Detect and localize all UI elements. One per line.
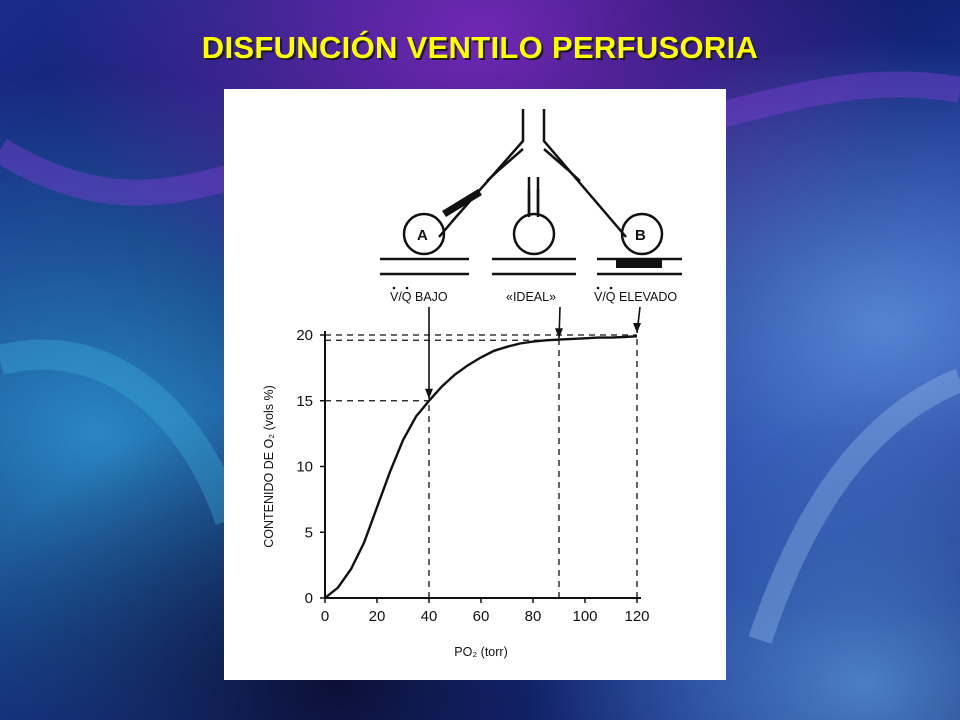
pointer-arrow-head bbox=[555, 328, 563, 339]
o2-dissociation-chart: 0 20 40 60 80 100 120 0 5 10 15 20 PO₂ (torr) CONTENI… bbox=[262, 306, 650, 659]
x-tick-label: 100 bbox=[572, 608, 597, 625]
alveolus-b-label: B bbox=[635, 227, 646, 244]
x-tick-label: 40 bbox=[421, 608, 438, 625]
y-tick-label: 20 bbox=[296, 327, 313, 344]
slide-title: DISFUNCIÓN VENTILO PERFUSORIA bbox=[201, 30, 759, 65]
x-tick-label: 60 bbox=[473, 608, 490, 625]
pointer-arrow-head bbox=[425, 388, 433, 399]
alveolus-a-label: A bbox=[417, 227, 428, 244]
dot-mark-v-low bbox=[392, 286, 396, 290]
y-tick-label: 5 bbox=[305, 524, 313, 541]
ideal-label: «IDEAL» bbox=[506, 290, 556, 304]
y-axis-label: CONTENIDO DE O₂ (vols %) bbox=[262, 385, 276, 548]
dot-mark-q-low bbox=[405, 286, 409, 290]
dot-mark-q-high bbox=[609, 286, 613, 290]
dot-mark-v-high bbox=[596, 286, 600, 290]
figure-svg: A B V/Q BAJO «IDEAL» V/Q ELEVADO 0 20 40 60… bbox=[262, 109, 682, 659]
x-axis-label: PO₂ (torr) bbox=[454, 645, 507, 659]
airway-diagram bbox=[380, 109, 682, 276]
y-tick-label: 0 bbox=[305, 590, 313, 607]
x-tick-label: 120 bbox=[624, 608, 649, 625]
figure-panel: A B V/Q BAJO «IDEAL» V/Q ELEVADO 0 20 40 60… bbox=[224, 89, 726, 680]
airway-obstruction-marks bbox=[442, 189, 662, 268]
y-tick-label: 10 bbox=[296, 459, 313, 476]
x-tick-label: 0 bbox=[321, 608, 329, 625]
low-vq-label: V/Q BAJO bbox=[390, 290, 448, 304]
o2-saturation-curve bbox=[324, 335, 638, 599]
x-tick-label: 20 bbox=[369, 608, 386, 625]
x-tick-label: 80 bbox=[525, 608, 542, 625]
pointer-arrow-head bbox=[633, 323, 641, 333]
y-tick-label: 15 bbox=[296, 393, 313, 410]
high-vq-label: V/Q ELEVADO bbox=[594, 290, 677, 304]
